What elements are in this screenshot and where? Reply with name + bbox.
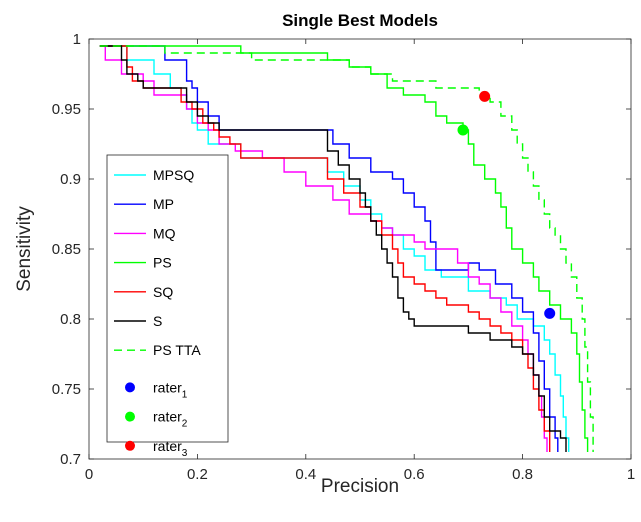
x-axis-ticks: 0 0.2 0.4 0.6 0.8 1 xyxy=(85,39,635,483)
x-tick-label: 0.6 xyxy=(404,466,425,483)
x-tick-label: 0.2 xyxy=(187,466,208,483)
legend-box xyxy=(106,154,229,443)
x-axis-label: Precision xyxy=(321,476,399,497)
y-tick-label: 0.7 xyxy=(60,451,81,468)
x-tick-label: 0.8 xyxy=(512,466,533,483)
rater-point-3 xyxy=(479,90,491,102)
y-tick-label: 0.95 xyxy=(52,101,81,118)
y-tick-label: 0.75 xyxy=(52,381,81,398)
x-tick-label: 1 xyxy=(627,466,635,483)
legend-marker xyxy=(125,440,135,451)
legend-label: SQ xyxy=(153,284,173,300)
legend-marker xyxy=(125,411,135,422)
y-tick-label: 0.85 xyxy=(52,241,81,258)
y-tick-label: 0.9 xyxy=(60,171,81,188)
series-layer xyxy=(99,45,594,452)
series-line-ps-tta xyxy=(99,45,594,452)
y-tick-label: 0.8 xyxy=(60,311,81,328)
y-axis-ticks: 0.7 0.75 0.8 0.85 0.9 0.95 1 xyxy=(52,31,631,468)
y-tick-label: 1 xyxy=(73,31,81,48)
legend-label: MP xyxy=(153,196,174,212)
legend: MPSQ MP MQ PS SQ S PS TTA rater1 rater2 rater3 xyxy=(106,154,229,459)
rater-point-1 xyxy=(544,307,556,319)
x-tick-label: 0.4 xyxy=(295,466,316,483)
series-line-ps xyxy=(99,45,589,452)
series-line-mp xyxy=(99,45,559,452)
legend-label: S xyxy=(153,313,162,329)
chart-title: Single Best Models xyxy=(282,11,438,30)
rater-point-2 xyxy=(457,124,469,136)
series-line-sq xyxy=(99,45,551,452)
legend-label: rater2 xyxy=(153,409,188,430)
legend-items: MPSQ MP MQ PS SQ S PS TTA rater1 rater2 rater3 xyxy=(114,167,201,459)
x-tick-label: 0 xyxy=(85,466,93,483)
legend-label: PS TTA xyxy=(153,342,201,358)
legend-label: rater3 xyxy=(153,438,188,459)
legend-label: rater1 xyxy=(153,379,188,400)
legend-label: MQ xyxy=(153,225,176,241)
scatter-layer xyxy=(457,90,556,319)
legend-label: PS xyxy=(153,255,172,271)
y-axis-label: Sensitivity xyxy=(14,206,35,292)
legend-marker xyxy=(125,382,135,393)
legend-label: MPSQ xyxy=(153,167,194,183)
series-line-s xyxy=(99,45,567,452)
